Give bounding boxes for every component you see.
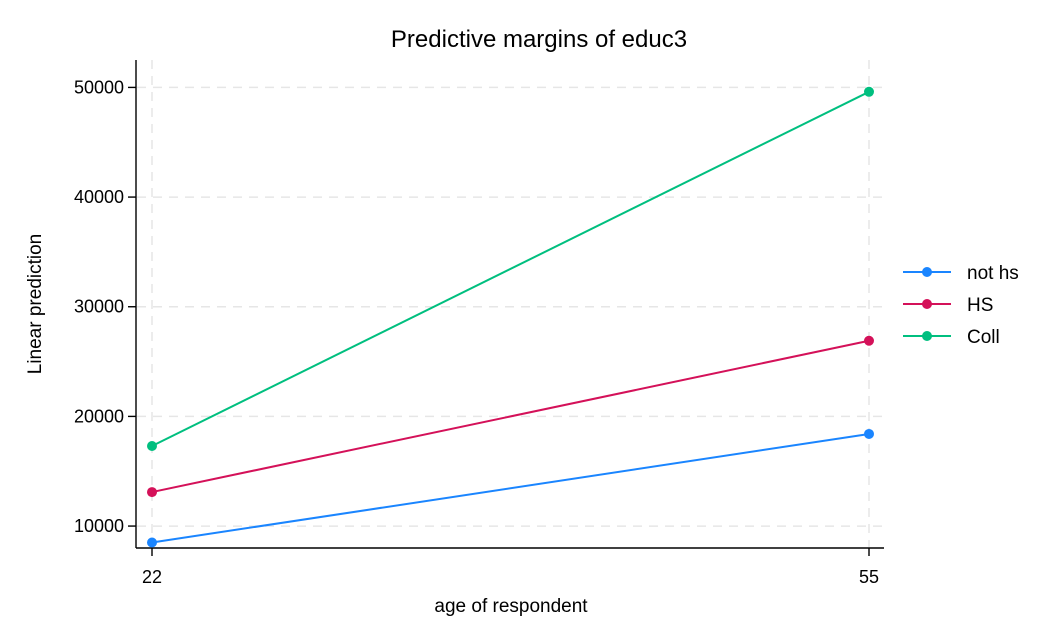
legend-swatch-marker [922,299,932,309]
y-tick-label: 10000 [74,516,124,536]
y-axis-ticks: 10000 20000 30000 40000 50000 [74,77,136,536]
legend-label: not hs [967,263,1019,284]
legend-item-hs: HS [903,295,993,316]
x-tick-label: 22 [142,567,162,587]
y-tick-label: 40000 [74,187,124,207]
y-tick-label: 20000 [74,406,124,426]
series-line-hs [151,339,870,494]
legend-label: HS [967,295,993,316]
y-tick-label: 50000 [74,77,124,97]
series-line-coll [151,90,870,447]
data-point-not-hs [147,537,157,548]
series-line-not-hs [151,432,870,544]
data-point-coll [864,86,874,97]
chart-title: Predictive margins of educ3 [391,26,687,53]
legend-item-coll: Coll [903,327,1000,348]
data-point-coll [147,441,157,452]
legend-item-not-hs: not hs [903,263,1019,284]
series-lines [151,90,870,544]
legend-swatch-marker [922,267,932,277]
y-axis-title: Linear prediction [25,234,46,374]
x-axis-title: age of respondent [434,596,588,617]
x-axis-ticks: 22 55 [142,548,879,587]
data-point-hs [864,335,874,346]
y-tick-label: 30000 [74,297,124,317]
data-point-hs [147,487,157,498]
grid [137,60,884,547]
data-point-not-hs [864,428,874,439]
x-tick-label: 55 [859,567,879,587]
series-points [147,86,874,548]
legend-swatch-marker [922,331,932,341]
legend: not hs HS Coll [903,263,1019,348]
legend-label: Coll [967,327,1000,348]
